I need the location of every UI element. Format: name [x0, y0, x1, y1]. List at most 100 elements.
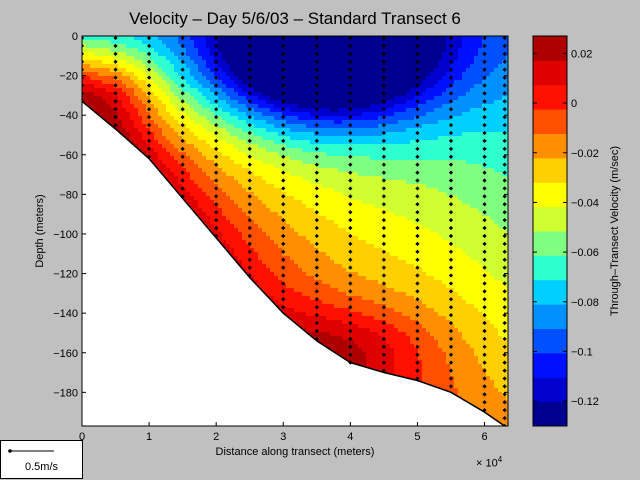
velocity-cell: [198, 100, 203, 105]
velocity-cell: [274, 116, 279, 121]
velocity-cell: [262, 192, 267, 197]
velocity-cell: [230, 204, 235, 209]
velocity-cell: [222, 152, 227, 157]
velocity-cell: [86, 84, 91, 89]
velocity-cell: [278, 208, 283, 213]
velocity-cell: [146, 112, 151, 117]
velocity-cell: [182, 56, 187, 61]
velocity-cell: [98, 84, 103, 89]
velocity-cell: [262, 224, 267, 229]
velocity-cell: [174, 44, 179, 49]
velocity-cell: [186, 92, 191, 97]
velocity-cell: [174, 144, 179, 149]
velocity-cell: [262, 172, 267, 177]
velocity-cell: [194, 108, 199, 113]
velocity-cell: [258, 48, 263, 53]
velocity-cell: [266, 240, 271, 245]
velocity-cell: [234, 248, 239, 253]
velocity-cell: [170, 116, 175, 121]
velocity-cell: [238, 56, 243, 61]
velocity-cell: [174, 136, 179, 141]
velocity-cell: [154, 104, 159, 109]
velocity-cell: [146, 48, 151, 53]
velocity-cell: [238, 92, 243, 97]
velocity-cell: [246, 216, 251, 221]
velocity-cell: [122, 92, 127, 97]
velocity-cell: [230, 104, 235, 109]
velocity-cell: [246, 196, 251, 201]
velocity-cell: [270, 40, 275, 45]
velocity-cell: [118, 76, 123, 81]
velocity-cell: [190, 124, 195, 129]
velocity-cell: [254, 92, 259, 97]
velocity-cell: [198, 212, 203, 217]
velocity-cell: [126, 84, 131, 89]
velocity-cell: [222, 80, 227, 85]
velocity-cell: [266, 268, 271, 273]
velocity-cell: [202, 96, 207, 101]
velocity-cell: [258, 172, 263, 177]
velocity-cell: [162, 160, 167, 165]
velocity-cell: [190, 144, 195, 149]
velocity-cell: [238, 96, 243, 101]
velocity-cell: [178, 100, 183, 105]
velocity-cell: [162, 108, 167, 113]
velocity-cell: [206, 68, 211, 73]
velocity-cell: [254, 140, 259, 145]
velocity-cell: [246, 40, 251, 45]
velocity-cell: [274, 40, 279, 45]
velocity-cell: [274, 164, 279, 169]
velocity-cell: [278, 76, 283, 81]
velocity-cell: [218, 168, 223, 173]
velocity-cell: [274, 108, 279, 113]
velocity-cell: [230, 212, 235, 217]
velocity-cell: [262, 88, 267, 93]
velocity-cell: [106, 112, 111, 117]
velocity-cell: [142, 44, 147, 49]
velocity-cell: [262, 256, 267, 261]
velocity-cell: [166, 96, 171, 101]
velocity-cell: [258, 236, 263, 241]
velocity-cell: [186, 88, 191, 93]
velocity-cell: [186, 172, 191, 177]
velocity-cell: [130, 116, 135, 121]
velocity-cell: [274, 160, 279, 165]
velocity-cell: [226, 244, 231, 249]
velocity-cell: [106, 92, 111, 97]
velocity-cell: [242, 188, 247, 193]
velocity-cell: [266, 208, 271, 213]
velocity-cell: [202, 116, 207, 121]
velocity-cell: [190, 52, 195, 57]
velocity-cell: [174, 172, 179, 177]
velocity-cell: [90, 68, 95, 73]
velocity-cell: [94, 72, 99, 77]
velocity-cell: [178, 76, 183, 81]
velocity-cell: [174, 116, 179, 121]
velocity-cell: [102, 60, 107, 65]
velocity-cell: [274, 112, 279, 117]
velocity-cell: [242, 36, 247, 41]
velocity-cell: [270, 236, 275, 241]
velocity-cell: [258, 160, 263, 165]
velocity-cell: [206, 120, 211, 125]
velocity-cell: [226, 96, 231, 101]
velocity-cell: [270, 188, 275, 193]
velocity-cell: [194, 180, 199, 185]
velocity-cell: [110, 72, 115, 77]
velocity-cell: [130, 40, 135, 45]
velocity-cell: [122, 80, 127, 85]
velocity-cell: [254, 184, 259, 189]
velocity-cell: [170, 172, 175, 177]
velocity-cell: [206, 152, 211, 157]
velocity-cell: [202, 72, 207, 77]
velocity-cell: [194, 80, 199, 85]
velocity-cell: [174, 72, 179, 77]
velocity-cell: [270, 132, 275, 137]
velocity-cell: [278, 132, 283, 137]
velocity-cell: [266, 136, 271, 141]
velocity-cell: [130, 96, 135, 101]
velocity-cell: [282, 200, 287, 205]
velocity-cell: [198, 176, 203, 181]
velocity-cell: [254, 240, 259, 245]
velocity-cell: [278, 264, 283, 269]
